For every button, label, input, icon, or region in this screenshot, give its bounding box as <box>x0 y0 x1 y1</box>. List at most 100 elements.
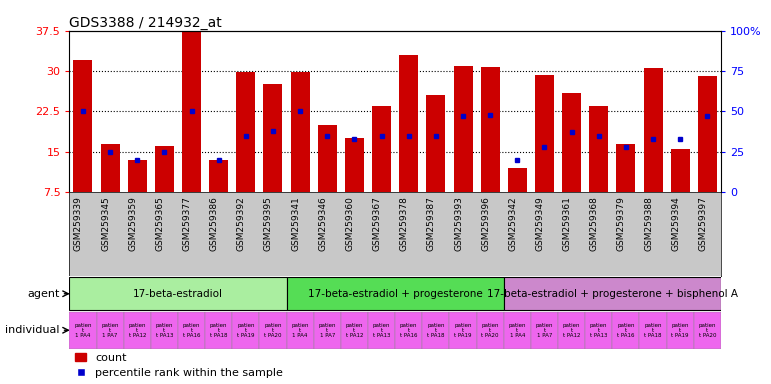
Bar <box>73 60 93 192</box>
FancyBboxPatch shape <box>503 312 531 349</box>
Text: patien
t
t PA20: patien t t PA20 <box>481 323 499 338</box>
FancyBboxPatch shape <box>531 312 558 349</box>
Text: GSM259360: GSM259360 <box>345 196 355 251</box>
Text: GSM259365: GSM259365 <box>156 196 164 251</box>
Text: 17-beta-estradiol + progesterone + bisphenol A: 17-beta-estradiol + progesterone + bisph… <box>487 289 738 299</box>
Text: GSM259345: GSM259345 <box>101 196 110 251</box>
Text: GSM259359: GSM259359 <box>128 196 137 251</box>
Text: agent: agent <box>27 289 59 299</box>
FancyBboxPatch shape <box>612 312 639 349</box>
Bar <box>453 66 473 192</box>
Text: individual: individual <box>5 325 59 335</box>
FancyBboxPatch shape <box>178 312 205 349</box>
Text: patien
t
t PA13: patien t t PA13 <box>156 323 173 338</box>
Text: patien
t
1 PA4: patien t 1 PA4 <box>509 323 526 338</box>
Text: GSM259386: GSM259386 <box>210 196 219 251</box>
Bar <box>237 72 255 192</box>
Bar <box>508 168 527 192</box>
Bar <box>291 72 310 192</box>
Text: GSM259387: GSM259387 <box>427 196 436 251</box>
Text: GSM259394: GSM259394 <box>672 196 680 251</box>
FancyBboxPatch shape <box>476 312 503 349</box>
Bar <box>345 138 364 192</box>
Bar <box>100 144 120 192</box>
Text: patien
t
t PA19: patien t t PA19 <box>454 323 472 338</box>
Bar <box>426 95 446 192</box>
Text: patien
t
t PA16: patien t t PA16 <box>617 323 635 338</box>
FancyBboxPatch shape <box>151 312 178 349</box>
FancyBboxPatch shape <box>69 277 287 310</box>
Text: patien
t
t PA19: patien t t PA19 <box>237 323 254 338</box>
FancyBboxPatch shape <box>69 312 96 349</box>
FancyBboxPatch shape <box>395 312 423 349</box>
Text: GSM259349: GSM259349 <box>535 196 544 251</box>
Text: patien
t
t PA18: patien t t PA18 <box>427 323 445 338</box>
Text: GDS3388 / 214932_at: GDS3388 / 214932_at <box>69 16 222 30</box>
Text: GSM259339: GSM259339 <box>74 196 83 251</box>
Bar <box>616 144 635 192</box>
FancyBboxPatch shape <box>287 312 314 349</box>
Text: patien
t
1 PA7: patien t 1 PA7 <box>536 323 553 338</box>
FancyBboxPatch shape <box>558 312 585 349</box>
Bar <box>399 55 418 192</box>
Bar <box>182 31 201 192</box>
Text: GSM259392: GSM259392 <box>237 196 246 251</box>
FancyBboxPatch shape <box>368 312 395 349</box>
Bar <box>372 106 391 192</box>
Text: patien
t
1 PA4: patien t 1 PA4 <box>291 323 309 338</box>
FancyBboxPatch shape <box>449 312 476 349</box>
Text: GSM259367: GSM259367 <box>372 196 382 251</box>
FancyBboxPatch shape <box>259 312 287 349</box>
Text: patien
t
t PA19: patien t t PA19 <box>672 323 689 338</box>
Bar <box>562 93 581 192</box>
Bar <box>209 160 228 192</box>
Text: 17-beta-estradiol: 17-beta-estradiol <box>133 289 223 299</box>
Text: patien
t
t PA16: patien t t PA16 <box>183 323 200 338</box>
Text: patien
t
t PA12: patien t t PA12 <box>129 323 146 338</box>
Text: GSM259397: GSM259397 <box>699 196 707 251</box>
Text: patien
t
t PA18: patien t t PA18 <box>645 323 662 338</box>
FancyBboxPatch shape <box>314 312 341 349</box>
FancyBboxPatch shape <box>639 312 667 349</box>
Text: GSM259368: GSM259368 <box>590 196 599 251</box>
Text: patien
t
t PA20: patien t t PA20 <box>699 323 716 338</box>
FancyBboxPatch shape <box>667 312 694 349</box>
Text: GSM259388: GSM259388 <box>644 196 653 251</box>
Text: GSM259377: GSM259377 <box>183 196 191 251</box>
Text: 17-beta-estradiol + progesterone: 17-beta-estradiol + progesterone <box>308 289 483 299</box>
Text: GSM259393: GSM259393 <box>454 196 463 251</box>
Text: GSM259341: GSM259341 <box>291 196 300 251</box>
FancyBboxPatch shape <box>423 312 449 349</box>
Text: patien
t
t PA18: patien t t PA18 <box>210 323 227 338</box>
Text: patien
t
t PA20: patien t t PA20 <box>264 323 281 338</box>
Bar <box>318 125 337 192</box>
Text: patien
t
1 PA7: patien t 1 PA7 <box>101 323 119 338</box>
Text: GSM259346: GSM259346 <box>318 196 327 251</box>
FancyBboxPatch shape <box>287 277 503 310</box>
Text: GSM259379: GSM259379 <box>617 196 626 251</box>
Text: patien
t
1 PA7: patien t 1 PA7 <box>318 323 336 338</box>
Text: patien
t
t PA13: patien t t PA13 <box>373 323 390 338</box>
FancyBboxPatch shape <box>694 312 721 349</box>
Bar <box>671 149 690 192</box>
Text: patien
t
1 PA4: patien t 1 PA4 <box>74 323 92 338</box>
Bar <box>589 106 608 192</box>
FancyBboxPatch shape <box>123 312 151 349</box>
Bar <box>644 68 662 192</box>
FancyBboxPatch shape <box>585 312 612 349</box>
Text: patien
t
t PA12: patien t t PA12 <box>345 323 363 338</box>
FancyBboxPatch shape <box>503 277 721 310</box>
Text: GSM259342: GSM259342 <box>508 196 517 251</box>
Bar <box>155 146 174 192</box>
Text: GSM259361: GSM259361 <box>563 196 571 251</box>
Text: GSM259395: GSM259395 <box>264 196 273 251</box>
Bar <box>535 75 554 192</box>
FancyBboxPatch shape <box>205 312 232 349</box>
Text: GSM259396: GSM259396 <box>481 196 490 251</box>
Bar <box>128 160 146 192</box>
FancyBboxPatch shape <box>341 312 368 349</box>
Bar <box>480 67 500 192</box>
Bar <box>698 76 717 192</box>
Text: patien
t
t PA12: patien t t PA12 <box>563 323 581 338</box>
Bar <box>264 84 282 192</box>
